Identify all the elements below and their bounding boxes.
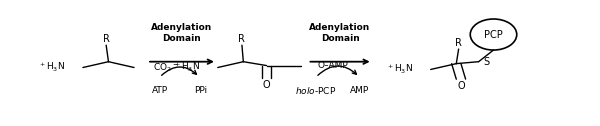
Text: $^+$H$_3$N: $^+$H$_3$N — [386, 63, 413, 76]
Text: R: R — [238, 34, 245, 44]
Text: S: S — [483, 57, 490, 67]
Text: $^+$H$_3$N: $^+$H$_3$N — [173, 61, 200, 74]
Text: Domain: Domain — [320, 34, 359, 43]
Text: AMP: AMP — [350, 86, 369, 95]
Text: Adenylation: Adenylation — [151, 23, 212, 32]
Text: ATP: ATP — [152, 86, 167, 95]
Text: $^+$H$_3$N: $^+$H$_3$N — [38, 61, 65, 74]
Text: PCP: PCP — [484, 29, 503, 40]
Text: $\it{holo}$-PCP: $\it{holo}$-PCP — [295, 85, 337, 96]
Text: O: O — [457, 81, 465, 91]
Text: R: R — [455, 38, 462, 48]
Text: R: R — [103, 34, 110, 44]
Text: Domain: Domain — [163, 34, 202, 43]
Text: CO$_2$$^-$: CO$_2$$^-$ — [152, 61, 178, 74]
Text: O: O — [263, 80, 271, 90]
Text: PPi: PPi — [194, 86, 207, 95]
Text: O–AMP: O–AMP — [318, 61, 349, 70]
Text: Adenylation: Adenylation — [310, 23, 371, 32]
